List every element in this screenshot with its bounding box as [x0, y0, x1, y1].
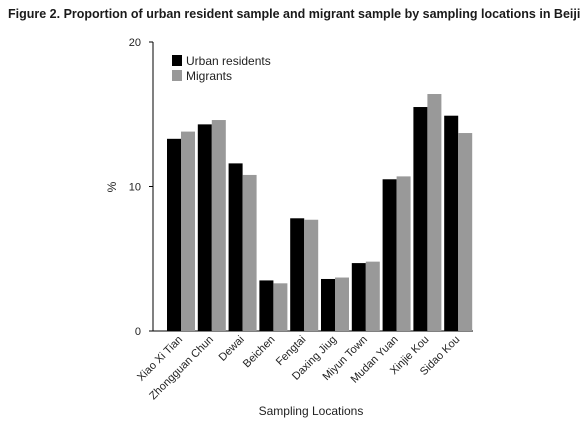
bar-urban-6 — [351, 263, 366, 331]
bar-migrant-0 — [181, 131, 195, 331]
bar-migrant-4 — [304, 219, 319, 331]
x-axis-label: Sampling Locations — [259, 404, 364, 418]
bar-migrant-1 — [211, 120, 226, 331]
bar-migrant-5 — [335, 277, 349, 331]
bar-urban-3 — [259, 280, 274, 331]
y-axis-label: % — [105, 181, 119, 192]
y-tick-label-2: 20 — [129, 37, 141, 49]
bar-migrant-7 — [396, 176, 411, 331]
bar-urban-4 — [290, 218, 305, 331]
legend-label-0: Urban residents — [186, 54, 271, 68]
bar-migrant-8 — [427, 94, 442, 332]
x-tick-label-3: Beichen — [241, 334, 278, 371]
bar-migrant-9 — [458, 133, 473, 331]
bar-migrant-2 — [242, 174, 257, 331]
bar-urban-8 — [413, 107, 428, 332]
bar-migrant-3 — [273, 283, 288, 331]
bar-migrant-6 — [365, 261, 380, 331]
bar-marks — [167, 94, 473, 332]
y-tick-label-0: 0 — [135, 326, 141, 338]
bar-urban-5 — [321, 278, 335, 331]
bar-urban-7 — [382, 179, 397, 331]
y-ticks: 0 10 20 — [129, 37, 153, 338]
bar-urban-1 — [197, 124, 212, 332]
bar-urban-9 — [444, 115, 459, 331]
bar-urban-0 — [167, 138, 181, 331]
legend-label-1: Migrants — [186, 69, 232, 83]
chart-title: Figure 2. Proportion of urban resident s… — [8, 7, 580, 21]
y-tick-label-1: 10 — [129, 182, 141, 194]
legend-swatch-1 — [172, 70, 182, 81]
legend-swatch-0 — [172, 55, 182, 66]
bar-urban-2 — [228, 163, 243, 331]
